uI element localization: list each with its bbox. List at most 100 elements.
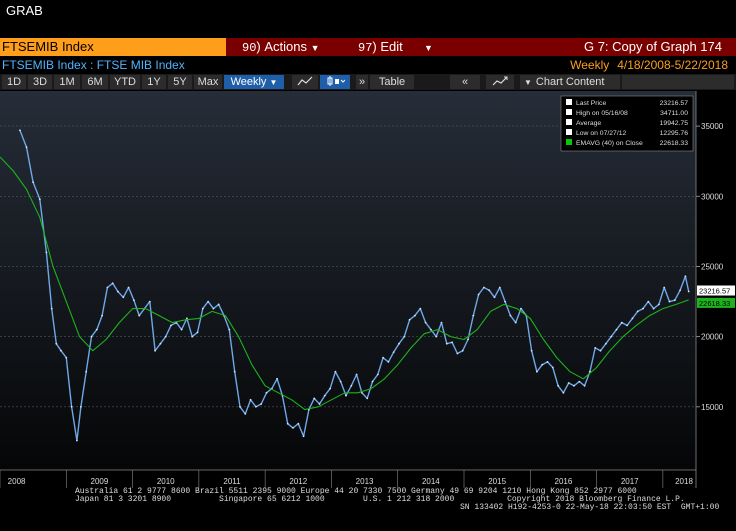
price-point: [32, 181, 34, 184]
price-point: [684, 275, 687, 278]
period-select[interactable]: Weekly ▼: [224, 75, 284, 89]
actions-menu[interactable]: 90) Actions ▼: [242, 38, 320, 56]
price-point: [652, 307, 655, 310]
line-chart-icon[interactable]: [292, 75, 318, 89]
ema-tag: [697, 297, 735, 308]
header-bar: FTSEMIB Index 90) Actions ▼ 97) Edit ▼ G…: [0, 38, 736, 56]
price-point: [233, 370, 236, 373]
price-point: [636, 310, 639, 313]
candlestick-icon[interactable]: [320, 75, 350, 89]
x-tick-label: 2009: [91, 477, 109, 486]
date-range-label: 4/18/2008-5/22/2018: [617, 58, 728, 72]
price-point: [244, 413, 247, 415]
chevron-down-icon: ▼: [310, 43, 320, 53]
price-point: [55, 342, 58, 345]
price-point: [408, 318, 411, 321]
price-point: [430, 328, 432, 331]
legend: Last Price 23216.57 High on 05/16/08 34711.…: [560, 95, 694, 152]
double-chevron-left-icon[interactable]: «: [450, 75, 480, 89]
price-point: [329, 387, 331, 390]
price-point: [127, 286, 130, 289]
price-point: [297, 422, 300, 425]
price-point: [345, 394, 347, 397]
price-point: [514, 321, 517, 324]
legend-swatch: [566, 109, 572, 115]
price-point: [339, 380, 342, 383]
price-point: [292, 427, 294, 429]
range-ytd-button[interactable]: YTD: [110, 75, 140, 89]
price-point: [228, 328, 231, 331]
price-point: [50, 307, 53, 310]
price-point: [461, 349, 464, 352]
chevron-down-icon: ▼: [269, 78, 278, 87]
price-point: [498, 286, 501, 289]
price-point: [302, 435, 305, 438]
last-price-tag-label: 23216.57: [699, 287, 730, 296]
range-6m-button[interactable]: 6M: [82, 75, 108, 89]
price-point: [159, 342, 162, 345]
chart-toolbar: 1D 3D 1M 6M YTD 1Y 5Y Max Weekly ▼ » Tab…: [0, 74, 736, 90]
price-point: [610, 335, 613, 338]
price-point: [65, 356, 68, 359]
price-point: [133, 299, 135, 302]
chart-content-label: Chart Content: [535, 76, 605, 88]
price-point: [673, 299, 676, 302]
price-point: [445, 342, 448, 345]
price-point: [85, 370, 88, 373]
price-point: [435, 335, 438, 338]
price-point: [164, 335, 167, 338]
price-point: [599, 349, 602, 352]
price-point: [483, 286, 485, 289]
price-point: [70, 405, 73, 408]
price-point: [605, 342, 607, 345]
price-point: [451, 341, 453, 344]
footer-copyright: Japan 81 3 3201 8900 Singapore 65 6212 1…: [75, 495, 685, 504]
range-1d-button[interactable]: 1D: [2, 75, 26, 89]
price-point: [403, 335, 406, 338]
price-point: [424, 321, 427, 324]
price-point: [186, 317, 188, 320]
price-point: [25, 146, 28, 148]
legend-label: Last Price: [576, 100, 606, 107]
range-max-button[interactable]: Max: [194, 75, 222, 89]
price-point: [313, 397, 316, 400]
table-button[interactable]: Table: [370, 75, 414, 89]
price-point: [212, 307, 215, 310]
price-point: [334, 370, 337, 373]
price-point: [414, 314, 416, 317]
range-1y-button[interactable]: 1Y: [142, 75, 166, 89]
edit-menu-divider: ): [372, 39, 381, 54]
price-point: [276, 377, 278, 380]
chevron-down-icon[interactable]: ▼: [424, 43, 433, 53]
price-point: [38, 198, 41, 200]
chart-settings-icon[interactable]: [486, 75, 514, 89]
x-tick-label: 2015: [488, 477, 506, 486]
price-point: [520, 307, 522, 310]
price-point: [567, 382, 570, 384]
price-point: [180, 328, 183, 331]
edit-menu[interactable]: 97) Edit: [358, 38, 403, 56]
range-1m-button[interactable]: 1M: [54, 75, 80, 89]
price-point: [578, 380, 581, 383]
price-point: [541, 363, 544, 366]
y-tick-label: 15000: [701, 403, 724, 412]
frequency-label: Weekly: [570, 58, 610, 72]
price-point: [95, 328, 98, 331]
price-point: [419, 307, 422, 310]
y-tick-label: 35000: [701, 122, 724, 131]
legend-value: 34711.00: [660, 110, 688, 117]
security-subtitle: FTSEMIB Index : FTSE MIB Index: [2, 58, 185, 72]
range-3d-button[interactable]: 3D: [28, 75, 52, 89]
ema-series-line: [0, 156, 689, 411]
chevron-right-icon[interactable]: »: [356, 75, 368, 89]
range-5y-button[interactable]: 5Y: [168, 75, 192, 89]
chart-content-button[interactable]: ▼ Chart Content: [520, 75, 620, 89]
price-point: [201, 307, 204, 310]
x-tick-label: 2012: [289, 477, 307, 486]
legend-label: High on 05/16/08: [576, 110, 628, 117]
ticker-field[interactable]: FTSEMIB Index: [0, 38, 226, 56]
price-point: [557, 384, 559, 387]
price-point: [615, 328, 618, 331]
footer-session: SN 133402 H192-4253-0 22-May-18 22:03:50…: [460, 503, 720, 512]
price-point: [191, 335, 194, 338]
